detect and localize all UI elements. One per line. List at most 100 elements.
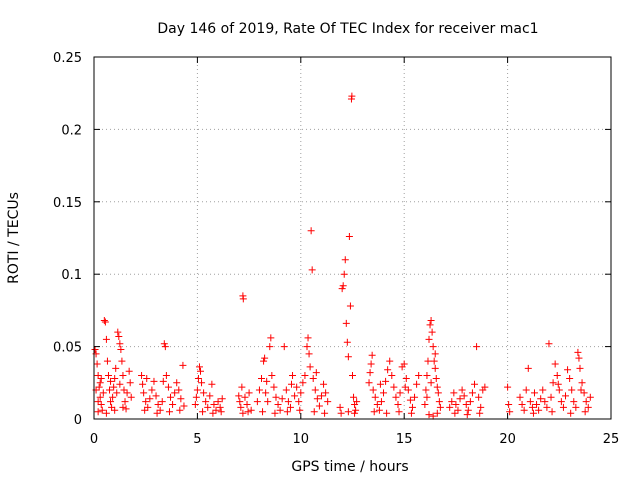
data-point: [411, 393, 419, 401]
data-point: [452, 401, 460, 409]
data-point: [148, 386, 156, 394]
data-point: [450, 389, 458, 397]
data-point: [568, 386, 576, 394]
data-point: [94, 398, 102, 406]
data-point: [539, 386, 547, 394]
data-point: [310, 408, 318, 416]
data-point: [572, 403, 580, 411]
data-point: [266, 343, 274, 351]
data-point: [406, 396, 414, 404]
data-point: [460, 392, 468, 400]
data-point: [340, 270, 348, 278]
data-point: [255, 386, 263, 394]
data-point: [173, 379, 181, 387]
data-point: [566, 374, 574, 382]
data-point: [466, 398, 474, 406]
data-point: [291, 392, 299, 400]
data-point: [96, 379, 104, 387]
data-point: [339, 282, 347, 290]
data-point: [295, 398, 303, 406]
data-point: [342, 319, 350, 327]
data-point: [547, 393, 555, 401]
data-point: [176, 406, 184, 414]
data-point: [551, 360, 559, 368]
data-point: [164, 383, 172, 391]
data-point: [408, 403, 416, 411]
data-point: [526, 398, 534, 406]
data-point: [102, 335, 110, 343]
data-point: [581, 408, 589, 416]
data-point: [312, 369, 320, 377]
data-point: [533, 401, 541, 409]
data-point: [578, 379, 586, 387]
data-point: [268, 372, 276, 380]
y-tick-label: 0: [74, 413, 82, 428]
data-point: [424, 357, 432, 365]
data-point: [110, 383, 118, 391]
data-point: [368, 351, 376, 359]
data-point: [270, 383, 278, 391]
data-point: [446, 403, 454, 411]
data-point: [586, 393, 594, 401]
data-point: [119, 372, 127, 380]
data-point: [107, 377, 115, 385]
data-point: [504, 383, 512, 391]
data-point: [349, 372, 356, 380]
data-point: [575, 354, 583, 362]
data-point: [262, 389, 270, 397]
data-point: [284, 398, 292, 406]
data-point: [138, 372, 146, 380]
data-point: [574, 348, 582, 356]
data-point: [206, 392, 214, 400]
data-point: [143, 374, 151, 382]
data-point: [522, 386, 530, 394]
data-point: [559, 403, 567, 411]
data-point: [276, 406, 284, 414]
data-point: [245, 389, 253, 397]
data-point: [169, 401, 177, 409]
data-point: [390, 383, 398, 391]
data-point: [243, 401, 251, 409]
data-point: [313, 395, 321, 403]
data-point: [388, 372, 396, 380]
data-point: [462, 401, 470, 409]
data-point: [530, 389, 538, 397]
data-point: [103, 357, 111, 365]
data-point: [475, 393, 483, 401]
data-point: [177, 395, 185, 403]
plot-frame: [93, 56, 612, 420]
data-point: [535, 406, 543, 414]
data-point: [108, 403, 116, 411]
data-point: [429, 412, 437, 420]
data-point: [247, 406, 255, 414]
data-point: [156, 406, 164, 414]
data-point: [433, 409, 441, 417]
data-point: [140, 389, 148, 397]
data-point: [112, 364, 120, 372]
data-point: [175, 386, 183, 394]
data-point: [426, 321, 434, 329]
data-point: [139, 380, 147, 388]
data-point: [293, 383, 301, 391]
data-point: [481, 383, 489, 391]
data-point: [210, 401, 218, 409]
data-point: [195, 363, 203, 371]
data-point: [528, 403, 536, 411]
data-point: [562, 392, 570, 400]
x-tick-label: 20: [499, 432, 516, 447]
data-point: [516, 393, 524, 401]
data-point: [317, 392, 325, 400]
data-point: [505, 401, 513, 409]
data-point: [159, 377, 167, 385]
y-tick-label: 0.1: [61, 268, 82, 283]
data-point: [477, 403, 485, 411]
data-point: [456, 395, 464, 403]
data-point: [263, 377, 271, 385]
data-point: [167, 393, 175, 401]
data-point: [97, 401, 105, 409]
data-point: [106, 386, 114, 394]
data-point: [413, 380, 421, 388]
data-point: [193, 386, 201, 394]
data-point: [415, 372, 423, 380]
data-point: [260, 357, 268, 365]
